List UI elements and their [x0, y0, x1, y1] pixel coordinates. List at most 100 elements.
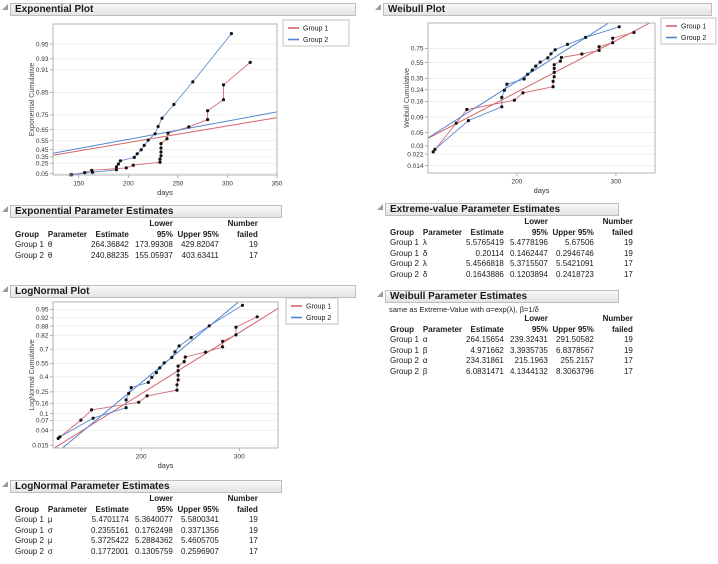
y-tick-label: 0.022 — [407, 151, 424, 158]
data-point — [91, 170, 95, 174]
table-cell: σ — [47, 525, 53, 535]
data-point — [91, 416, 95, 420]
lognormal-estimates-table: Group Parameter Estimate Lower 95% Upper 95%… — [13, 494, 260, 557]
outline-title-exponential-estimates[interactable]: Exponential Parameter Estimates — [10, 205, 282, 218]
data-point — [559, 55, 564, 60]
data-point — [135, 152, 139, 156]
table-cell: Group 2 — [390, 356, 419, 365]
data-point — [145, 394, 149, 398]
y-tick-label: 0.91 — [36, 67, 49, 74]
data-point — [139, 148, 143, 152]
data-point — [466, 119, 470, 123]
data-point — [159, 154, 163, 158]
data-point — [551, 79, 555, 83]
table-row: Group 1 θ 264.36842 173.99308 429.82047 19 — [13, 240, 260, 251]
column-header: Group — [390, 324, 414, 334]
column-header: Group — [390, 227, 414, 237]
y-tick-label: 0.015 — [32, 442, 49, 449]
data-point — [206, 109, 210, 113]
data-point — [221, 98, 226, 102]
outline-title-weibull-plot[interactable]: Weibull Plot — [383, 3, 712, 16]
outline-title-extreme-value-estimates[interactable]: Extreme-value Parameter Estimates — [385, 203, 619, 216]
y-tick-label: 0.25 — [36, 389, 49, 396]
column-header: Number failed — [602, 314, 633, 334]
column-header: Number failed — [227, 494, 258, 514]
data-point — [454, 121, 458, 125]
data-point — [137, 400, 141, 404]
disclosure-icon[interactable] — [375, 4, 381, 10]
table-cell: 0.2596907 — [181, 546, 219, 556]
table-cell: 5.4701174 — [91, 515, 129, 524]
data-point — [153, 132, 157, 136]
data-point — [617, 25, 621, 29]
outline-title-lognormal-plot[interactable]: LogNormal Plot — [10, 285, 356, 298]
data-point — [221, 339, 225, 343]
column-header: Lower 95% — [149, 219, 173, 239]
data-point — [255, 315, 259, 319]
column-header: Number failed — [602, 217, 633, 237]
legend-box — [285, 297, 339, 325]
column-header: Upper 95% — [552, 324, 594, 334]
column-header: Lower 95% — [524, 217, 548, 237]
data-point — [114, 168, 118, 172]
data-point — [500, 105, 504, 109]
column-header: Lower 95% — [149, 494, 173, 514]
table-cell: μ — [47, 515, 53, 524]
parameter-table: Group Parameter Estimate Lower 95% Upper 95%… — [13, 494, 260, 557]
outline-title-exponential-plot[interactable]: Exponential Plot — [10, 3, 356, 16]
x-axis-label: days — [158, 461, 174, 470]
data-point — [160, 116, 164, 120]
data-point — [124, 166, 128, 170]
data-point — [158, 160, 162, 164]
disclosure-icon[interactable] — [377, 204, 383, 210]
legend[interactable]: Group 1 Group 2 — [660, 17, 717, 45]
disclosure-icon[interactable] — [2, 481, 8, 487]
disclosure-icon[interactable] — [377, 291, 383, 297]
table-cell: 0.1772001 — [91, 546, 129, 556]
table-cell: 17 — [248, 536, 258, 545]
data-point — [165, 137, 169, 141]
data-point — [129, 386, 133, 390]
data-point — [584, 35, 588, 40]
disclosure-icon[interactable] — [2, 286, 8, 292]
y-tick-label: 0.93 — [36, 56, 49, 63]
table-cell: 264.36842 — [91, 240, 129, 249]
outline-title-weibull-estimates[interactable]: Weibull Parameter Estimates — [385, 290, 619, 303]
data-point — [522, 77, 526, 81]
fit-line-group-2 — [53, 111, 277, 154]
table-cell: 19 — [248, 525, 258, 535]
x-axis-ticks: 200 300 — [136, 448, 245, 461]
y-tick-label: 0.24 — [411, 87, 424, 94]
y-tick-label: 0.03 — [411, 143, 424, 150]
y-tick-label: 0.05 — [36, 171, 49, 178]
data-point — [552, 66, 556, 70]
table-row: Group 1 δ 0.20114 0.1462447 0.2946746 19 — [388, 249, 635, 260]
table-cell: 17 — [248, 250, 258, 260]
table-cell: α — [422, 335, 428, 344]
x-tick-label: 200 — [511, 179, 522, 186]
data-points — [431, 25, 636, 154]
data-point — [597, 48, 601, 53]
data-point — [79, 418, 83, 422]
column-header: Parameter — [422, 227, 463, 237]
disclosure-icon[interactable] — [2, 4, 8, 10]
x-tick-label: 300 — [611, 179, 622, 186]
outline-title-lognormal-estimates[interactable]: LogNormal Parameter Estimates — [10, 480, 282, 493]
table-header-row: Group Parameter Estimate Lower 95% Upper 95%… — [388, 314, 635, 335]
legend[interactable]: Group 1 Group 2 — [285, 297, 339, 325]
data-point — [248, 60, 252, 64]
legend[interactable]: Group 1 Group 2 — [282, 19, 350, 47]
disclosure-icon[interactable] — [2, 206, 8, 212]
table-cell: 5.3640077 — [135, 515, 173, 524]
table-row: Group 2 μ 5.3725422 5.2884362 5.4605705 17 — [13, 536, 260, 547]
data-point — [159, 142, 163, 146]
table-cell: 5.2884362 — [135, 536, 173, 545]
data-point — [176, 369, 180, 373]
y-tick-label: 0.45 — [36, 147, 49, 154]
weibull-note: same as Extreme-Value with α=exp(λ), β=1… — [389, 305, 539, 314]
table-cell: 5.4778196 — [510, 238, 548, 247]
data-point — [176, 373, 180, 377]
table-cell: 0.1462447 — [510, 248, 548, 258]
column-header: Upper 95% — [552, 227, 594, 237]
